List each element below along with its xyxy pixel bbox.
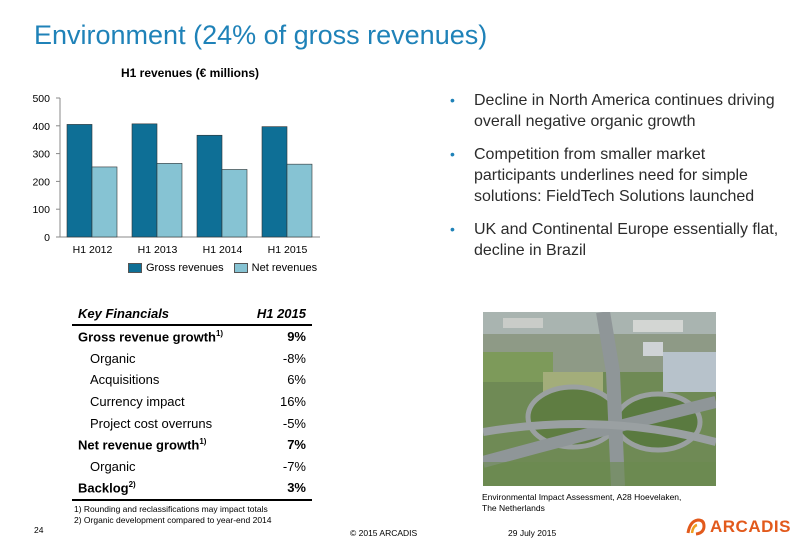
y-tick-label: 0	[44, 232, 50, 244]
legend-swatch-gross	[128, 263, 142, 273]
row-value: -8%	[282, 350, 306, 366]
bar-gross	[261, 126, 288, 238]
legend-item-net: Net revenues	[233, 262, 318, 274]
legend-label-net: Net revenues	[251, 262, 318, 274]
row-value: 16%	[279, 394, 306, 410]
table-row: Backlog2) 3%	[72, 477, 312, 501]
chart-title: H1 revenues (€ millions)	[120, 66, 260, 80]
table-row: Currency impact 16%	[72, 391, 312, 413]
row-value: -5%	[282, 415, 306, 431]
row-label: Acquisitions	[90, 372, 160, 388]
footnote-2: 2) Organic development compared to year-…	[74, 515, 272, 525]
row-value: -7%	[282, 458, 306, 474]
bar-net	[156, 163, 183, 238]
bar-gross	[196, 134, 223, 238]
row-value: 9%	[287, 329, 306, 345]
table-row: Organic -7%	[72, 456, 312, 478]
key-financials-table: Key Financials H1 2015 Gross revenue gro…	[72, 303, 312, 501]
logo-text: ARCADIS	[710, 517, 791, 536]
y-tick-label: 500	[32, 93, 50, 105]
bullet-text: Decline in North America continues drivi…	[474, 92, 775, 130]
table-row: Gross revenue growth1) 9%	[72, 325, 312, 348]
row-label: Organic	[90, 458, 136, 474]
row-value: 7%	[287, 437, 306, 453]
y-tick-label: 200	[32, 176, 50, 188]
photo-caption: Environmental Impact Assessment, A28 Hoe…	[482, 492, 682, 513]
bullet-text: UK and Continental Europe essentially fl…	[474, 221, 779, 259]
footnotes: 1) Rounding and reclassifications may im…	[74, 504, 272, 526]
chart-legend: Gross revenues Net revenues	[128, 262, 317, 274]
bar-gross	[131, 123, 158, 238]
header-label: Key Financials	[72, 303, 245, 326]
y-tick-label: 300	[32, 149, 50, 161]
bar-net	[91, 166, 118, 238]
page-number: 24	[34, 525, 44, 535]
footnote-ref: 2)	[128, 480, 136, 490]
bar-net	[286, 163, 313, 238]
bullet-text: Competition from smaller market particip…	[474, 146, 755, 205]
bullet-list: • Decline in North America continues driv…	[450, 90, 790, 273]
row-label: Currency impact	[90, 394, 185, 410]
copyright-text: © 2015 ARCADIS	[350, 528, 418, 538]
table-row: Acquisitions 6%	[72, 369, 312, 391]
row-label: Backlog2)	[72, 477, 245, 501]
footnote-ref: 1)	[199, 437, 207, 447]
revenue-bar-chart: 0 100 200 300 400 500 H1 2012 H1 2013 H1 2014 H1 …	[32, 93, 320, 256]
x-tick-label: H1 2013	[138, 244, 178, 256]
bullet-dot-icon: •	[450, 92, 455, 108]
slide-date: 29 July 2015	[508, 528, 557, 538]
photo-illustration	[483, 312, 716, 486]
bullet-dot-icon: •	[450, 221, 455, 237]
x-tick-label: H1 2014	[203, 244, 243, 256]
header-value: H1 2015	[244, 303, 312, 326]
footnote-ref: 1)	[215, 329, 224, 339]
x-tick-label: H1 2015	[268, 244, 308, 256]
x-tick-label: H1 2012	[73, 244, 113, 256]
row-label: Project cost overruns	[90, 415, 213, 431]
slide-title: Environment (24% of gross revenues)	[34, 20, 488, 50]
footnote-1: 1) Rounding and reclassifications may im…	[74, 504, 268, 514]
bar-gross	[66, 124, 93, 238]
bullet-item: • UK and Continental Europe essentially f…	[450, 219, 790, 261]
table-row: Net revenue growth1) 7%	[72, 434, 312, 456]
row-value: 6%	[287, 372, 306, 388]
legend-label-gross: Gross revenues	[146, 262, 224, 274]
arcadis-logo: ARCADIS	[686, 517, 791, 537]
table-header-row: Key Financials H1 2015	[72, 303, 312, 326]
legend-swatch-net	[233, 263, 248, 273]
row-label: Net revenue growth1)	[78, 437, 207, 453]
table-row: Organic -8%	[72, 348, 312, 370]
y-tick-label: 100	[32, 204, 50, 216]
legend-item-gross: Gross revenues	[128, 262, 224, 274]
arcadis-logo-icon	[686, 518, 706, 536]
row-label: Gross revenue growth1)	[78, 329, 224, 345]
aerial-highway-photo	[483, 312, 716, 486]
table-row: Project cost overruns -5%	[72, 412, 312, 434]
bullet-item: • Decline in North America continues driv…	[450, 90, 790, 132]
row-value: 3%	[244, 477, 312, 501]
bullet-dot-icon: •	[450, 146, 455, 162]
bullet-item: • Competition from smaller market partici…	[450, 144, 790, 207]
bar-net	[221, 169, 248, 238]
y-tick-label: 400	[32, 121, 50, 133]
row-label: Organic	[90, 350, 136, 366]
